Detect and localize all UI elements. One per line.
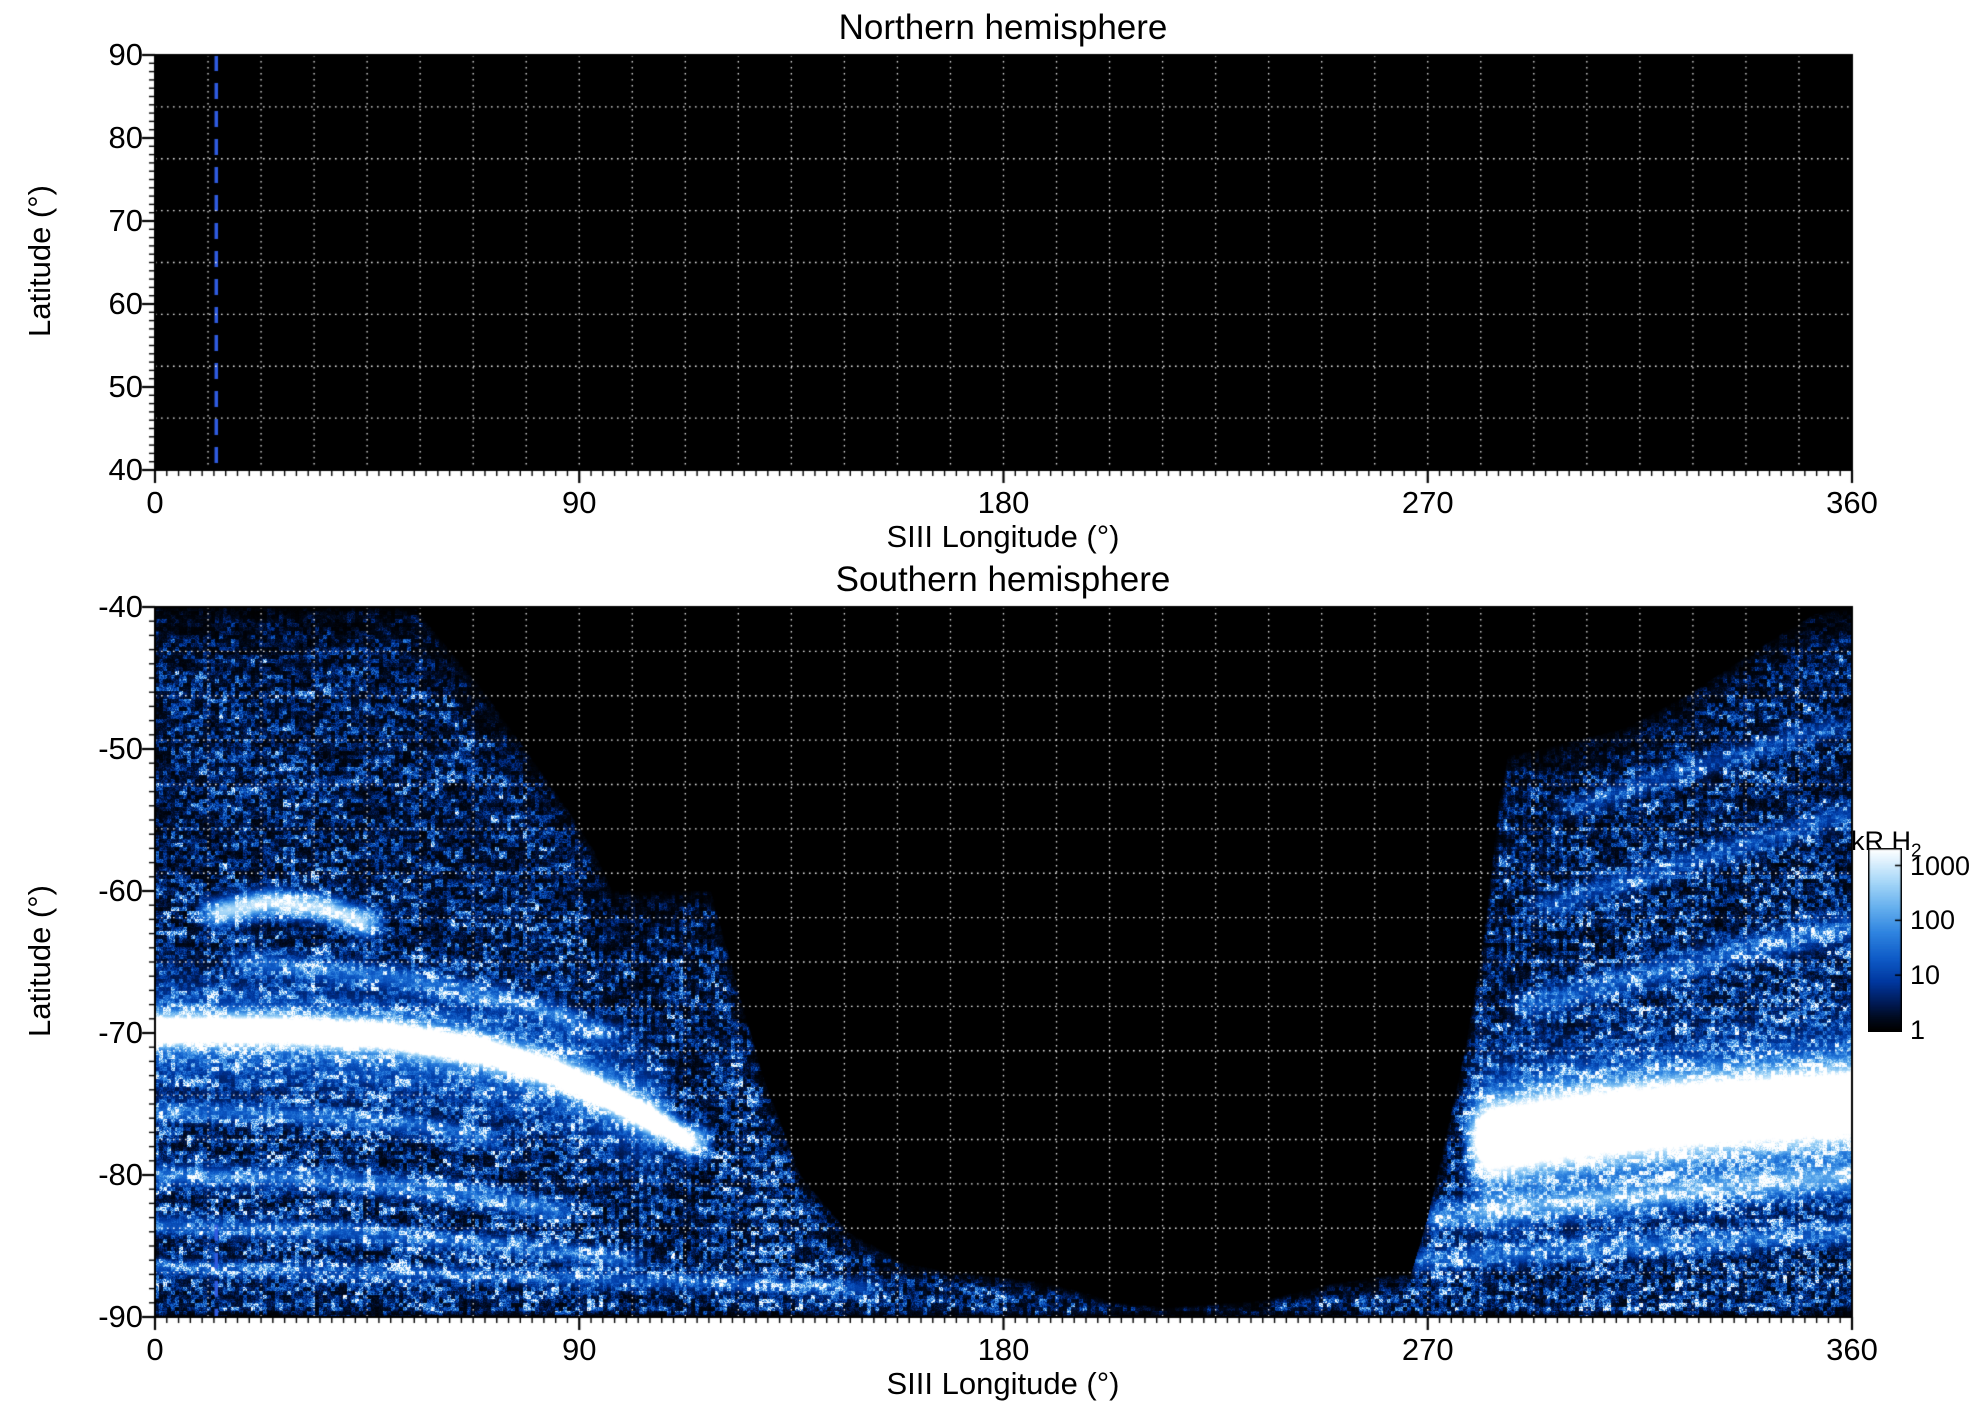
y-tick-label: 60 <box>108 286 143 321</box>
colorbar-tick-label: 1000 <box>1910 850 1971 881</box>
y-tick-label: -80 <box>98 1157 143 1192</box>
y-tick-label: 90 <box>108 37 143 72</box>
colorbar-title-subscript: 2 <box>1911 840 1922 862</box>
y-tick-label: -50 <box>98 731 143 766</box>
south-x-axis-label: SIII Longitude (°) <box>886 1366 1120 1401</box>
colorbar-tick-label: 10 <box>1910 960 1941 991</box>
x-tick-label: 360 <box>1826 1332 1878 1367</box>
x-tick-label: 270 <box>1401 485 1454 520</box>
x-tick-label: 180 <box>977 1332 1030 1367</box>
y-tick-label: -70 <box>98 1015 143 1050</box>
x-tick-label: 90 <box>562 485 597 520</box>
y-tick-label: -60 <box>98 873 143 908</box>
y-tick-label: 50 <box>108 369 143 404</box>
colorbar-tick-label: 100 <box>1910 905 1956 936</box>
y-tick-label: 70 <box>108 203 143 238</box>
x-tick-label: 180 <box>977 485 1030 520</box>
colorbar <box>1868 848 1902 1032</box>
south-heatmap-canvas <box>130 587 1875 1347</box>
colorbar-tick-label: 1 <box>1910 1015 1926 1045</box>
y-tick-label: 40 <box>108 452 143 487</box>
x-tick-label: 0 <box>146 1332 164 1367</box>
y-tick-label: 80 <box>108 120 143 155</box>
x-tick-label: 360 <box>1826 485 1878 520</box>
x-tick-label: 270 <box>1401 1332 1454 1367</box>
north-y-axis-label: Latitude (°) <box>22 185 57 337</box>
x-tick-label: 0 <box>146 485 164 520</box>
x-tick-label: 90 <box>562 1332 597 1367</box>
north-x-axis-label: SIII Longitude (°) <box>886 519 1120 554</box>
north-heatmap-canvas <box>130 35 1875 495</box>
y-tick-label: -40 <box>98 589 143 624</box>
south-y-axis-label: Latitude (°) <box>22 885 57 1037</box>
y-tick-label: -90 <box>98 1299 143 1334</box>
